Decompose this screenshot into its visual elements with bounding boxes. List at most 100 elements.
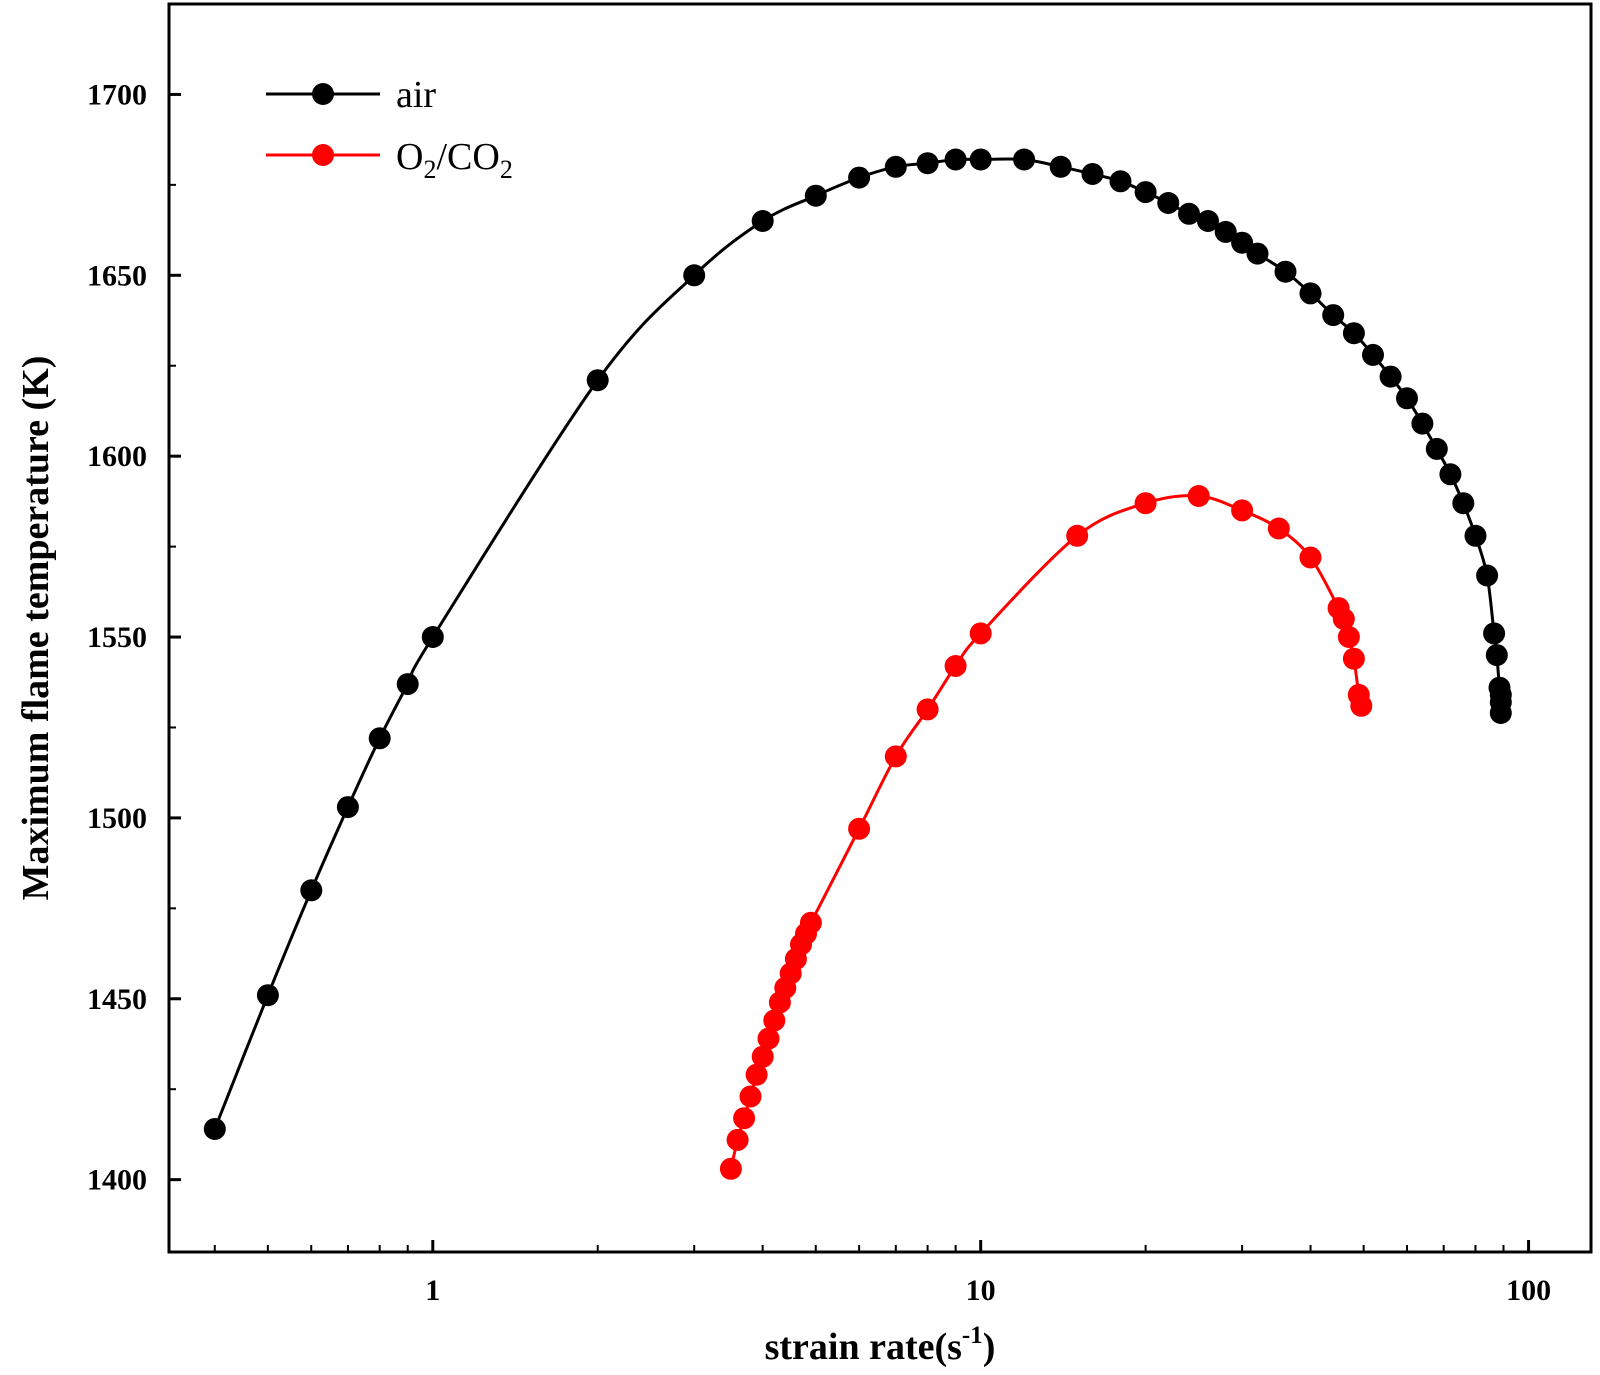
data-point [733,1107,756,1130]
data-point [751,210,774,232]
data-point [757,1027,780,1050]
data-point [884,745,907,768]
data-point [1485,644,1508,667]
data-point [1081,163,1104,185]
data-point [1134,181,1157,204]
data-point [1425,437,1448,460]
x-tick-label: 10 [966,1274,996,1307]
data-point [300,879,323,902]
data-point [1379,365,1402,388]
data-point [719,1157,742,1180]
x-axis-title-sup: -1 [962,1322,983,1349]
data-point [1013,148,1036,171]
legend-o2co2-sub-2: 2 [500,155,513,184]
data-point [1066,524,1089,547]
data-point [1322,304,1345,327]
y-tick-label: 1600 [87,440,147,473]
data-point [368,727,391,750]
y-tick-label: 1550 [87,621,147,654]
data-point [203,1118,226,1140]
data-point [1178,202,1200,225]
data-point [1452,492,1475,515]
y-tick-label: 1400 [87,1164,147,1197]
y-tick-label: 1450 [87,983,147,1016]
y-axis: 1400 1450 1500 1550 1600 1650 1700 [87,78,181,1197]
data-point [884,155,907,178]
data-point [745,1063,768,1086]
x-axis: 1 10 100 [213,1240,1551,1307]
data-point [804,184,827,207]
legend-o2co2-part-2: /CO [436,136,499,178]
data-point [1396,387,1418,410]
data-point [421,626,444,648]
x-tick-label: 1 [425,1274,440,1307]
data-point [1246,242,1269,265]
data-point [586,369,609,392]
data-point [1342,322,1365,345]
legend-air-marker [312,83,334,105]
data-point [1476,564,1499,587]
data-point [1411,412,1434,435]
data-point [1214,220,1237,243]
data-point [1350,694,1373,717]
data-point [256,984,279,1007]
data-point [944,148,967,171]
data-point [916,698,939,721]
legend-o2co2-sub-1: 2 [423,155,436,184]
data-point [739,1085,762,1108]
y-tick-label: 1700 [87,78,147,111]
data-point [1489,702,1512,724]
x-axis-title: strain rate(s-1) [765,1322,996,1368]
legend-o2co2-label: O2/CO2 [396,136,513,184]
x-axis-title-main: strain rate(s [765,1326,962,1368]
data-point [1439,463,1462,486]
data-point [969,148,992,171]
data-point [1299,282,1322,305]
data-point [1197,210,1219,232]
legend: air O2/CO2 [266,74,513,184]
data-point [848,166,871,189]
data-point [683,264,706,287]
data-point [1187,485,1210,507]
data-point [1362,343,1384,366]
series-layer [203,148,1512,1180]
legend-o2co2-part-1: O [396,136,423,178]
data-point [763,1009,786,1032]
data-point [1267,517,1290,540]
data-point [336,796,359,819]
data-point [1483,622,1506,645]
data-point [848,817,871,840]
y-tick-label: 1500 [87,802,147,835]
data-point [1464,524,1487,547]
data-point [944,655,967,677]
minor-ticks [169,3,176,1091]
data-point [799,911,822,934]
y-axis-title: Maximum flame temperature (K) [15,356,57,901]
data-point [726,1128,749,1151]
data-point [1337,626,1360,648]
data-point [1231,231,1254,254]
data-point [969,622,992,645]
legend-o2co2-marker [312,144,334,166]
data-point [1332,608,1355,630]
data-point [1157,192,1180,214]
data-point [396,673,419,696]
series-o2co2 [719,485,1373,1180]
data-point [1049,155,1072,178]
data-point [1134,492,1157,515]
plot-frame [167,2,1593,1254]
series-line [213,157,1503,1130]
data-point [1231,499,1254,522]
data-point [751,1045,774,1068]
x-tick-label: 100 [1506,1274,1551,1307]
series-line [729,494,1363,1170]
legend-air-label: air [396,74,436,116]
series-air [203,148,1512,1140]
data-point [1342,647,1365,670]
y-tick-label: 1650 [87,259,147,292]
data-point [1274,260,1297,283]
x-axis-title-end: ) [983,1326,996,1368]
data-point [1109,170,1132,193]
data-point [1299,546,1322,569]
